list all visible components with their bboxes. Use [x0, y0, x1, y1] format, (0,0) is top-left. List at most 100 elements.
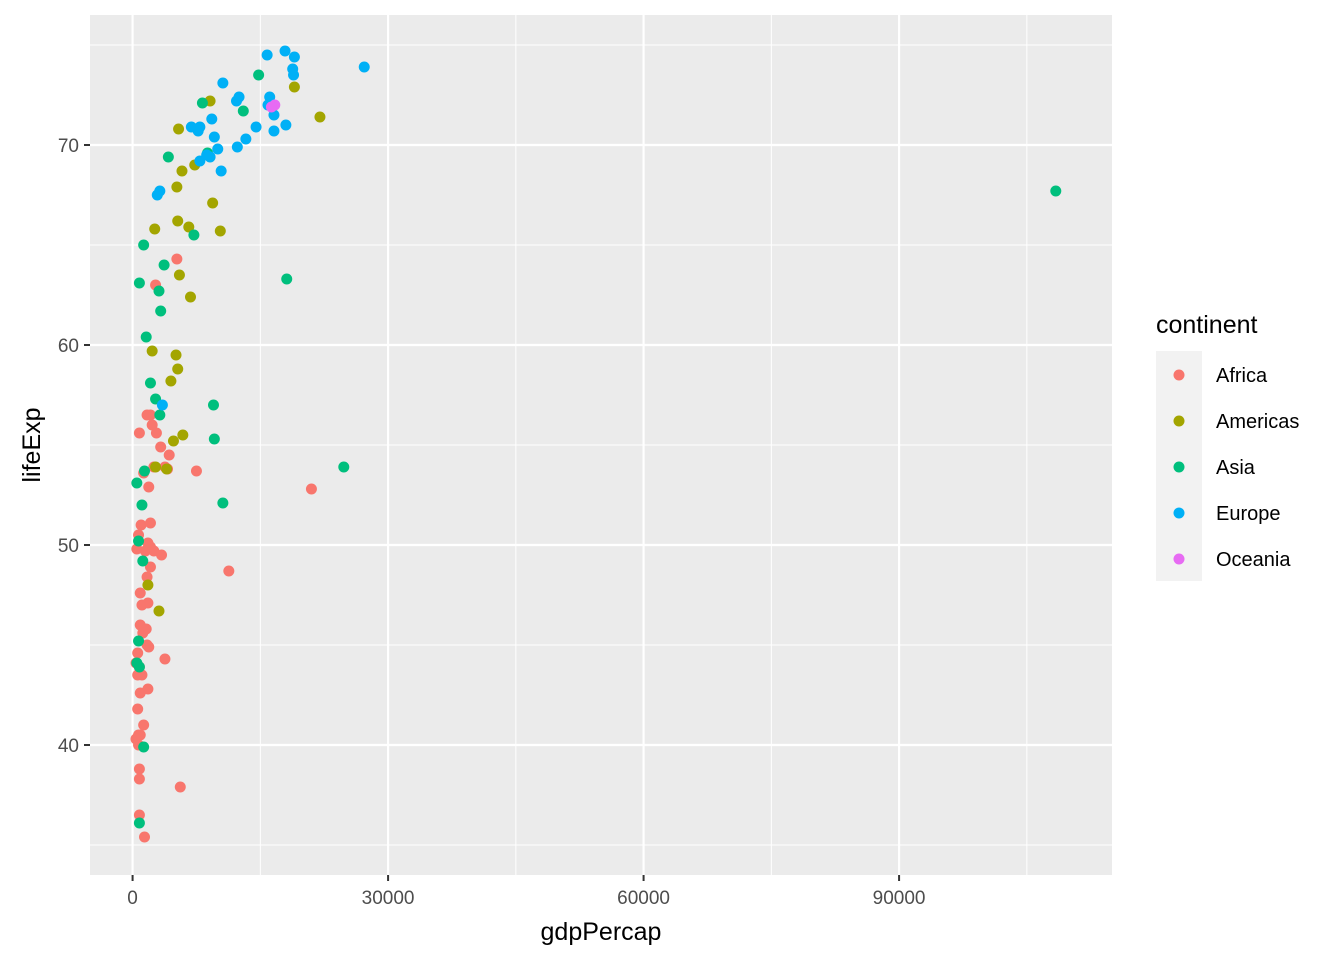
point-americas [207, 197, 219, 209]
series-asia [131, 69, 1062, 829]
point-africa [156, 549, 168, 561]
legend: continent Africa Americas Asia Europe Oceani… [1156, 311, 1299, 581]
x-tick-label: 0 [127, 888, 138, 909]
series-americas [142, 81, 326, 617]
point-africa [135, 519, 147, 531]
point-americas [172, 215, 184, 227]
point-asia [133, 661, 145, 673]
point-americas [153, 605, 165, 617]
point-europe [212, 143, 224, 155]
point-africa [150, 427, 162, 439]
point-africa [144, 517, 156, 529]
legend-key-asia [1173, 461, 1185, 473]
point-asia [138, 239, 150, 251]
point-americas [142, 579, 154, 591]
point-americas [167, 435, 179, 447]
y-tick-label: 60 [58, 336, 79, 357]
point-asia [208, 433, 220, 445]
point-americas [183, 221, 195, 233]
point-africa [141, 571, 153, 583]
point-asia [338, 461, 350, 473]
series-europe [151, 45, 370, 411]
point-africa [305, 483, 317, 495]
legend-label-americas: Americas [1216, 411, 1299, 433]
data-points [130, 45, 1062, 843]
x-tick-labels: 0 30000 60000 90000 [127, 888, 925, 909]
legend-label-oceania: Oceania [1216, 549, 1291, 571]
point-europe [204, 151, 216, 163]
point-europe [280, 119, 292, 131]
point-asia [140, 331, 152, 343]
axis-ticks [84, 144, 901, 881]
point-asia [136, 499, 148, 511]
point-asia [253, 69, 265, 81]
point-asia [1050, 185, 1062, 197]
point-africa [136, 599, 148, 611]
point-asia [133, 817, 145, 829]
point-asia [131, 477, 143, 489]
point-africa [133, 773, 145, 785]
x-tick-label: 30000 [362, 888, 415, 909]
y-axis-title: lifeExp [18, 407, 46, 482]
point-asia [133, 535, 145, 547]
point-americas [177, 429, 189, 441]
point-asia [281, 273, 293, 285]
point-asia [158, 259, 170, 271]
legend-key-americas [1173, 415, 1185, 427]
point-asia [196, 97, 208, 109]
point-americas [173, 269, 185, 281]
point-americas [146, 345, 158, 357]
series-oceania [265, 99, 281, 113]
point-africa [139, 831, 151, 843]
point-europe [206, 113, 218, 125]
point-africa [134, 587, 146, 599]
point-europe [358, 61, 370, 73]
point-asia [154, 409, 166, 421]
point-asia [207, 399, 219, 411]
point-africa [138, 719, 150, 731]
point-asia [162, 151, 174, 163]
legend-key-europe [1173, 507, 1185, 519]
point-americas [314, 111, 326, 123]
point-africa [144, 561, 156, 573]
point-africa [155, 441, 167, 453]
x-tick-label: 60000 [617, 888, 670, 909]
point-africa [159, 653, 171, 665]
point-americas [149, 223, 161, 235]
point-asia [139, 465, 151, 477]
point-asia [138, 741, 150, 753]
point-asia [188, 229, 200, 241]
y-tick-labels: 40 50 60 70 [58, 136, 79, 757]
point-europe [208, 131, 220, 143]
point-europe [261, 49, 273, 61]
point-americas [171, 181, 183, 193]
point-africa [190, 465, 202, 477]
point-africa [132, 703, 144, 715]
point-africa [171, 253, 183, 265]
point-africa [133, 427, 145, 439]
point-asia [237, 105, 249, 117]
y-tick-label: 40 [58, 736, 79, 757]
point-africa [223, 565, 235, 577]
legend-key-africa [1173, 369, 1185, 381]
point-americas [165, 375, 177, 387]
point-oceania [265, 101, 277, 113]
legend-title: continent [1156, 311, 1258, 339]
point-americas [176, 165, 188, 177]
y-tick-label: 70 [58, 136, 79, 157]
point-asia [155, 305, 167, 317]
point-europe [268, 125, 280, 137]
point-africa [139, 545, 151, 557]
x-axis-title: gdpPercap [541, 918, 662, 946]
legend-label-europe: Europe [1216, 503, 1281, 525]
point-americas [184, 291, 196, 303]
point-europe [230, 95, 242, 107]
point-europe [288, 69, 300, 81]
point-americas [161, 463, 173, 475]
point-asia [133, 277, 145, 289]
point-africa [144, 409, 156, 421]
point-asia [217, 497, 229, 509]
point-asia [137, 555, 149, 567]
point-europe [192, 125, 204, 137]
